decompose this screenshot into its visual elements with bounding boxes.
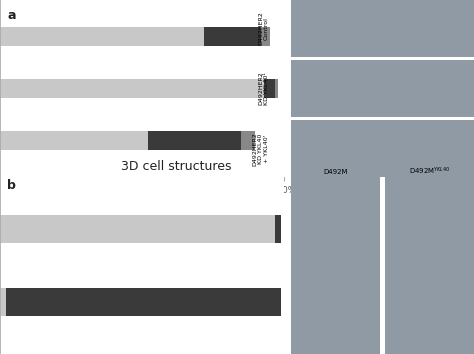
Bar bbox=[6, 289, 281, 316]
Text: D492HER2
KD YKL40
+ YKL40': D492HER2 KD YKL40 + YKL40' bbox=[252, 132, 269, 166]
Bar bbox=[147, 131, 241, 150]
Bar bbox=[0, 79, 264, 98]
Legend: Spindle-like, Grape-like, Round/Branching: Spindle-like, Grape-like, Round/Branchin… bbox=[2, 248, 235, 264]
Bar bbox=[0, 289, 6, 316]
Title: D492M$^{YKL40}$: D492M$^{YKL40}$ bbox=[409, 165, 450, 177]
Bar bbox=[0, 131, 147, 150]
Bar bbox=[275, 79, 278, 98]
Bar bbox=[0, 215, 275, 242]
Bar bbox=[261, 27, 270, 46]
Bar bbox=[0, 27, 204, 46]
Bar bbox=[264, 79, 275, 98]
Title: D492M: D492M bbox=[323, 169, 347, 175]
Bar bbox=[241, 131, 255, 150]
Text: D492HER2
KD YKL40¹: D492HER2 KD YKL40¹ bbox=[258, 72, 269, 105]
Bar bbox=[204, 27, 261, 46]
Title: 3D cell structures: 3D cell structures bbox=[121, 160, 231, 173]
Text: D492HER2
Control: D492HER2 Control bbox=[258, 11, 269, 45]
Text: b: b bbox=[7, 179, 16, 192]
Text: a: a bbox=[7, 9, 16, 22]
Bar bbox=[275, 215, 281, 242]
